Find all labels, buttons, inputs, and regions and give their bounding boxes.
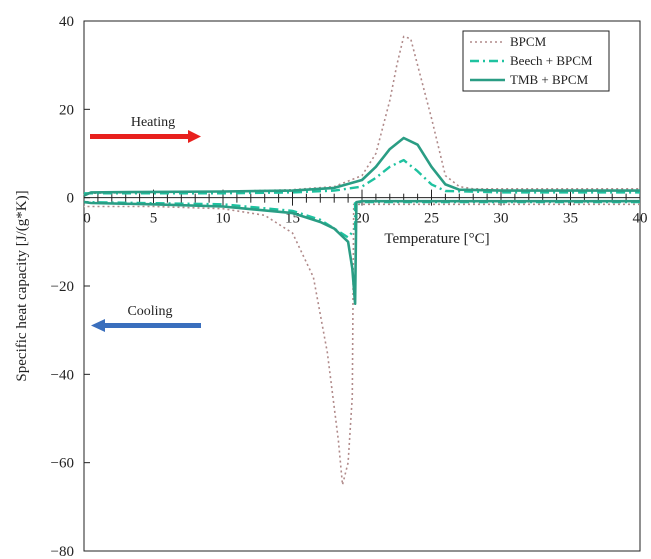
x-axis-title: Temperature [°C] xyxy=(384,231,489,247)
heating-arrow-shaft xyxy=(90,134,190,139)
cooling-label: Cooling xyxy=(127,304,172,319)
y-tick-label: −40 xyxy=(51,367,74,383)
x-tick-label: 10 xyxy=(216,211,231,227)
cooling-arrow-shaft xyxy=(103,323,201,328)
x-ticks: 0 5 10 15 20 25 30 35 40 xyxy=(83,189,648,227)
x-tick-label: 30 xyxy=(494,211,509,227)
series-layer xyxy=(83,35,640,486)
plot-area-border xyxy=(83,20,641,552)
x-tick-label: 20 xyxy=(355,211,370,227)
y-ticks: −80 −60 −40 −20 0 20 40 xyxy=(51,14,90,559)
x-tick-label: 35 xyxy=(563,211,578,227)
x-tick-label: 40 xyxy=(633,211,648,227)
legend-label: BPCM xyxy=(510,34,547,49)
y-tick-label: −60 xyxy=(51,456,74,472)
legend-label: TMB + BPCM xyxy=(510,72,589,87)
series-tmb-bpcm-heating-line xyxy=(83,136,640,197)
annotations: Heating Cooling xyxy=(90,115,201,332)
x-tick-label: 0 xyxy=(83,211,91,227)
series-bpcm-heating-line xyxy=(83,35,640,195)
y-tick-label: −80 xyxy=(51,544,74,559)
y-tick-label: 0 xyxy=(67,191,75,207)
heating-label: Heating xyxy=(131,115,175,130)
heating-arrow-head xyxy=(188,130,201,143)
y-tick-label: −20 xyxy=(51,279,74,295)
y-axis-title: Specific heat capacity [J/(g*K)] xyxy=(14,190,30,381)
x-tick-label: 25 xyxy=(424,211,439,227)
legend-label: Beech + BPCM xyxy=(510,53,593,68)
cooling-arrow-head xyxy=(91,319,105,332)
legend: BPCM Beech + BPCM TMB + BPCM xyxy=(462,30,610,92)
y-tick-label: 40 xyxy=(59,14,74,30)
plot-frame xyxy=(83,20,641,552)
series-tmb-bpcm-cooling-line xyxy=(83,199,640,305)
y-tick-label: 20 xyxy=(59,102,74,118)
x-tick-label: 5 xyxy=(150,211,158,227)
series-bpcm-cooling-line xyxy=(84,203,640,486)
